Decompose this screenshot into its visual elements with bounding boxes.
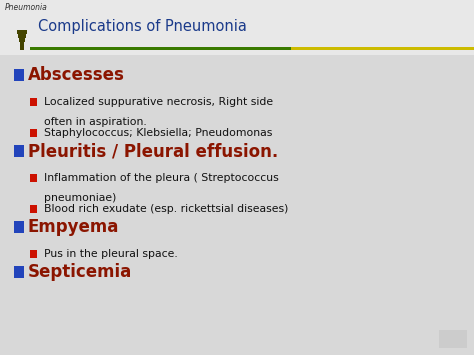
FancyBboxPatch shape [439, 330, 467, 348]
Text: pneumoniae): pneumoniae) [44, 193, 117, 203]
Text: Localized suppurative necrosis, Right side: Localized suppurative necrosis, Right si… [44, 97, 273, 107]
Text: Empyema: Empyema [28, 218, 119, 236]
Text: Abscesses: Abscesses [28, 66, 125, 84]
Bar [14, 221, 24, 233]
Text: 52: 52 [446, 334, 460, 344]
Text: Pneumonia: Pneumonia [5, 3, 48, 12]
Bar [14, 69, 24, 81]
Bar [30, 174, 37, 182]
Bar [17, 30, 27, 34]
Bar [30, 129, 37, 137]
Text: Staphylococcus; Klebsiella; Pneudomonas: Staphylococcus; Klebsiella; Pneudomonas [44, 128, 273, 138]
Text: Complications of Pneumonia: Complications of Pneumonia [38, 18, 247, 33]
Bar [30, 98, 37, 106]
Bar [0, 0, 474, 55]
Bar [14, 266, 24, 278]
Bar [18, 34, 26, 38]
Text: Pus in the pleural space.: Pus in the pleural space. [44, 249, 178, 259]
Bar [14, 145, 24, 157]
Text: often in aspiration.: often in aspiration. [44, 117, 147, 127]
Bar [30, 250, 37, 258]
Bar [19, 38, 25, 42]
Text: Septicemia: Septicemia [28, 263, 132, 281]
Text: Blood rich exudate (esp. rickettsial diseases): Blood rich exudate (esp. rickettsial dis… [44, 204, 288, 214]
Text: Inflammation of the pleura ( Streptococcus: Inflammation of the pleura ( Streptococc… [44, 173, 279, 183]
Bar [291, 47, 474, 50]
Bar [30, 205, 37, 213]
Bar [20, 42, 24, 50]
Bar [30, 47, 291, 50]
Text: Pleuritis / Pleural effusion.: Pleuritis / Pleural effusion. [28, 142, 278, 160]
